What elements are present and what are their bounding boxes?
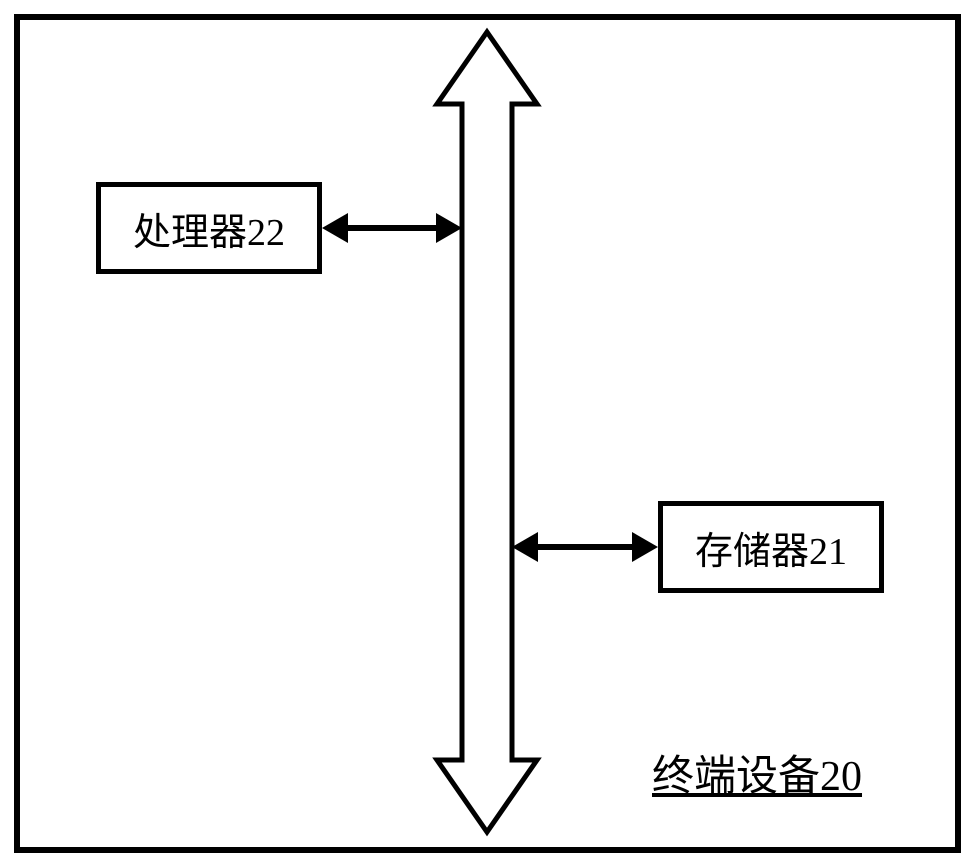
memory-box: 存储器21 [658,501,884,593]
connector-processor [322,213,462,243]
memory-label: 存储器21 [695,520,847,575]
connector-memory [512,532,658,562]
processor-label: 处理器22 [133,201,285,256]
processor-box: 处理器22 [96,182,322,274]
diagram-svg [0,0,975,867]
bus-arrow [437,32,537,832]
device-label: 终端设备20 [652,742,862,803]
